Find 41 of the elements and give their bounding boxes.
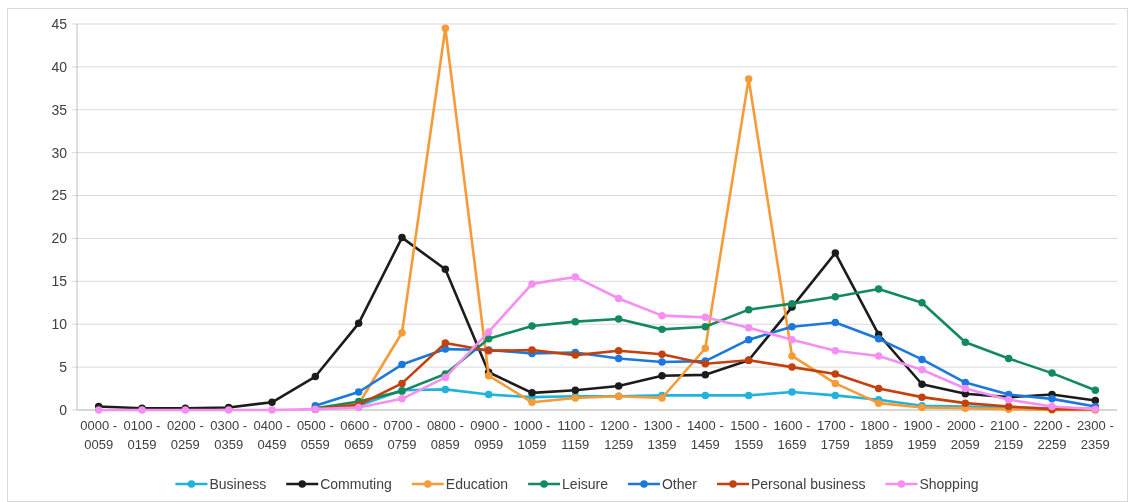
legend-label: Business — [209, 475, 267, 492]
x-tick-label: 2000 - 2059 — [946, 418, 984, 452]
x-tick-label: 0300 - 0359 — [210, 418, 248, 452]
legend-label: Personal business — [751, 475, 866, 492]
x-tick-label: 1700 - 1759 — [816, 418, 854, 452]
x-tick-label: 0100 - 0159 — [123, 418, 161, 452]
x-tick-label: 0600 - 0659 — [340, 418, 378, 452]
legend-label: Commuting — [320, 475, 392, 492]
legend-label: Leisure — [562, 475, 609, 492]
legend-label: Shopping — [919, 475, 979, 492]
y-tick-label: 5 — [59, 359, 68, 376]
x-tick-label: 2200 - 2259 — [1033, 418, 1071, 452]
y-tick-label: 30 — [51, 144, 68, 161]
y-tick-label: 35 — [51, 101, 68, 118]
x-tick-label: 0900 - 0959 — [470, 418, 508, 452]
y-tick-label: 40 — [51, 58, 68, 75]
x-tick-label: 0200 - 0259 — [166, 418, 204, 452]
legend-label: Other — [662, 475, 698, 492]
x-tick-label: 0700 - 0759 — [383, 418, 421, 452]
x-tick-label: 1000 - 1059 — [513, 418, 551, 452]
x-tick-label: 0800 - 0859 — [426, 418, 464, 452]
x-tick-label: 1300 - 1359 — [643, 418, 681, 452]
y-tick-label: 20 — [51, 230, 68, 247]
x-tick-label: 2100 - 2159 — [990, 418, 1028, 452]
x-tick-label: 2300 - 2359 — [1076, 418, 1114, 452]
y-tick-label: 0 — [59, 401, 68, 418]
x-tick-label: 1400 - 1459 — [686, 418, 724, 452]
y-tick-label: 10 — [51, 316, 68, 333]
x-tick-label: 0500 - 0559 — [296, 418, 334, 452]
y-tick-label: 25 — [51, 187, 68, 204]
x-tick-label: 1900 - 1959 — [903, 418, 941, 452]
y-tick-label: 15 — [51, 273, 68, 290]
x-tick-label: 1200 - 1259 — [600, 418, 638, 452]
legend-label: Education — [445, 475, 509, 492]
x-tick-label: 1600 - 1659 — [773, 418, 811, 452]
x-tick-label: 1500 - 1559 — [730, 418, 768, 452]
x-tick-label: 1100 - 1159 — [557, 418, 594, 452]
y-tick-label: 45 — [51, 15, 68, 32]
x-tick-label: 0000 - 0059 — [80, 418, 118, 452]
x-tick-label: 1800 - 1859 — [860, 418, 898, 452]
x-tick-label: 0400 - 0459 — [253, 418, 291, 452]
